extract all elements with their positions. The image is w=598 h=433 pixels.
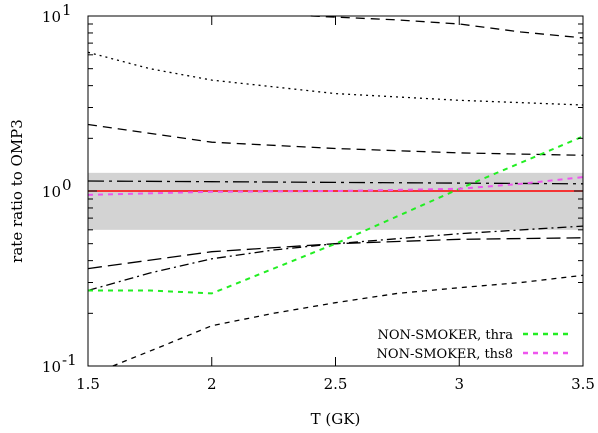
y-tick-label: 10	[42, 8, 61, 26]
legend-label: NON-SMOKER, thra	[378, 328, 514, 343]
y-tick-exponent: -1	[62, 351, 77, 369]
series-layer	[87, 15, 584, 367]
y-axis-title: rate ratio to OMP3	[8, 119, 26, 263]
legend: NON-SMOKER, thra NON-SMOKER, ths8	[377, 328, 568, 362]
series-line-3	[87, 237, 584, 270]
x-tick-label: 3.5	[571, 375, 595, 393]
x-tick-label: 3	[454, 375, 464, 393]
x-tick-label: 1.5	[76, 375, 100, 393]
series-line-9	[88, 135, 584, 295]
x-tick-label: 2.5	[324, 375, 348, 393]
series-line-6	[87, 51, 584, 106]
tick-layer	[87, 15, 584, 367]
uncertainty-band	[88, 172, 583, 230]
y-tick-exponent: 0	[62, 176, 72, 194]
series-line-4	[87, 225, 584, 292]
series-line-2	[87, 180, 584, 185]
series-line-5	[87, 123, 584, 156]
y-tick-label: 10	[42, 358, 61, 376]
y-tick-label: 10	[42, 183, 61, 201]
x-axis-title: T (GK)	[311, 410, 361, 428]
series-line-8	[112, 274, 584, 367]
legend-label: NON-SMOKER, ths8	[377, 347, 513, 362]
series-line-10	[87, 176, 584, 196]
series-line-7	[310, 15, 584, 39]
uncertainty-band-layer	[88, 172, 583, 230]
x-tick-label: 2	[207, 375, 217, 393]
y-tick-exponent: 1	[62, 1, 72, 19]
